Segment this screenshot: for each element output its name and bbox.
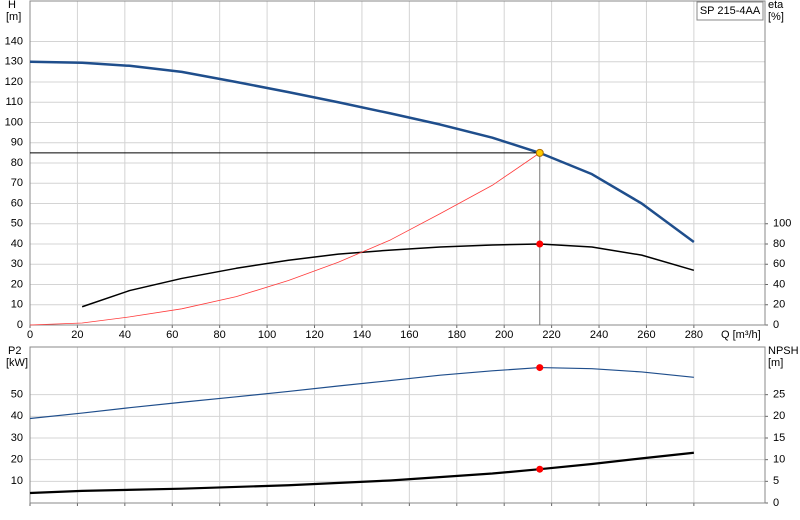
- y-tick-label: 10: [11, 299, 23, 311]
- x-tick-label: 240: [590, 329, 608, 341]
- y2-tick-label: 10: [773, 454, 785, 466]
- x-tick-label: 100: [258, 329, 276, 341]
- x-tick-label: 80: [214, 329, 226, 341]
- duty-point: [535, 148, 544, 157]
- y-tick-label: 10: [11, 475, 23, 487]
- y2-axis-label: NPSH: [768, 345, 799, 357]
- y-tick-label: 40: [11, 410, 23, 422]
- duty-point: [536, 364, 544, 372]
- y2-axis-unit: [m]: [768, 357, 783, 369]
- y2-tick-label: 0: [773, 497, 779, 509]
- y-tick-label: 0: [17, 319, 23, 331]
- y2-tick-label: 60: [773, 258, 785, 270]
- curve: [81, 243, 695, 308]
- y2-tick-label: 20: [773, 299, 785, 311]
- x-tick-label: 200: [495, 329, 513, 341]
- x-tick-label: 60: [166, 329, 178, 341]
- y-tick-label: 30: [11, 432, 23, 444]
- x-tick-label: 260: [637, 329, 655, 341]
- y-tick-label: 20: [11, 278, 23, 290]
- curve-label-box: [696, 1, 764, 21]
- y2-tick-label: 15: [773, 432, 785, 444]
- curve: [29, 366, 694, 420]
- curve: [29, 451, 694, 495]
- y-tick-label: 130: [5, 56, 23, 68]
- duty-point: [536, 465, 544, 473]
- x-tick-label: 220: [542, 329, 560, 341]
- y-tick-label: 120: [5, 76, 23, 88]
- x-tick-label: 40: [119, 329, 131, 341]
- y-axis-unit: [m]: [6, 11, 21, 23]
- y-tick-label: 50: [11, 389, 23, 401]
- y-tick-label: 20: [11, 454, 23, 466]
- y-tick-label: 60: [11, 197, 23, 209]
- y-tick-label: 50: [11, 218, 23, 230]
- x-axis-label: Q [m³/h]: [721, 329, 761, 341]
- y2-tick-label: 0: [773, 319, 779, 331]
- plot-frame: [29, 0, 766, 326]
- y-tick-label: 100: [5, 116, 23, 128]
- x-tick-label: 120: [305, 329, 323, 341]
- plot-area: [30, 347, 765, 503]
- x-tick-label: 0: [27, 329, 33, 341]
- x-tick-label: 140: [353, 329, 371, 341]
- curve-label: SP 215-4AA: [700, 5, 761, 17]
- y-tick-label: 70: [11, 177, 23, 189]
- y2-tick-label: 80: [773, 238, 785, 250]
- duty-point: [536, 240, 544, 248]
- y2-tick-label: 25: [773, 389, 785, 401]
- y2-axis-label: eta: [768, 0, 784, 11]
- y-tick-label: 140: [5, 35, 23, 47]
- y-tick-label: 110: [5, 96, 23, 108]
- y-tick-label: 30: [11, 258, 23, 270]
- curve: [29, 152, 540, 326]
- y2-tick-label: 5: [773, 475, 779, 487]
- y-axis-unit: [kW]: [6, 357, 28, 369]
- y2-tick-label: 20: [773, 410, 785, 422]
- curve: [29, 60, 695, 243]
- y2-axis-unit: [%]: [768, 11, 784, 23]
- x-tick-label: 20: [71, 329, 83, 341]
- x-tick-label: 160: [400, 329, 418, 341]
- y-axis-label: P2: [8, 345, 21, 357]
- y-tick-label: 90: [11, 137, 23, 149]
- plot-frame: [29, 346, 766, 504]
- x-tick-label: 180: [448, 329, 466, 341]
- y-axis-label: H: [8, 0, 16, 11]
- y2-tick-label: 100: [773, 218, 791, 230]
- y2-tick-label: 40: [773, 278, 785, 290]
- x-tick-label: 280: [685, 329, 703, 341]
- y-tick-label: 80: [11, 157, 23, 169]
- y-tick-label: 40: [11, 238, 23, 250]
